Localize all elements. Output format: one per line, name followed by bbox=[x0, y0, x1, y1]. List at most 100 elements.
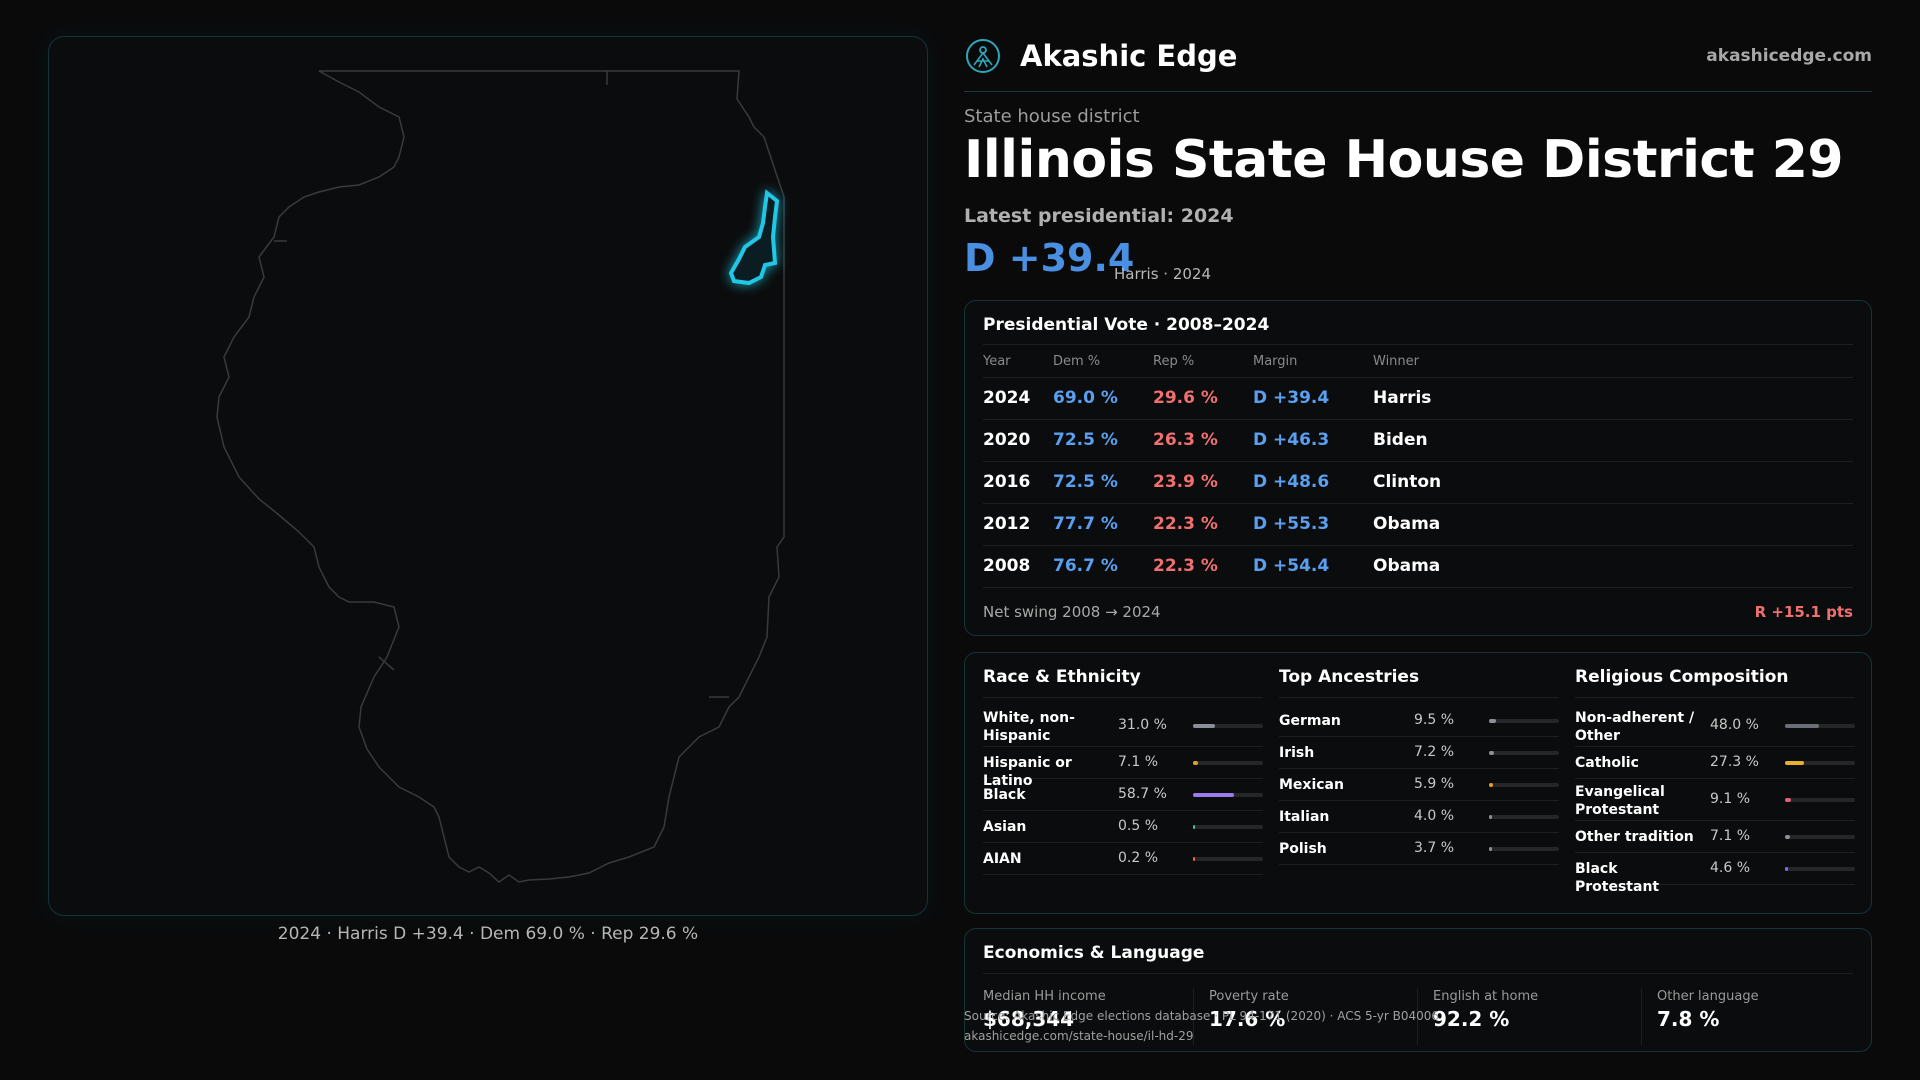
district-29-highlight[interactable] bbox=[728, 189, 780, 286]
cell-margin: D +48.6 bbox=[1253, 461, 1373, 504]
list-item: Evangelical Protestant 9.1 % bbox=[1575, 779, 1855, 821]
list-item: Irish 7.2 % bbox=[1279, 737, 1559, 769]
bar-fill bbox=[1193, 857, 1195, 861]
item-value: 27.3 % bbox=[1710, 754, 1759, 770]
item-value: 7.2 % bbox=[1414, 744, 1455, 760]
list-item: Other tradition 7.1 % bbox=[1575, 821, 1855, 853]
bar-track bbox=[1785, 724, 1855, 728]
list-item: Asian 0.5 % bbox=[983, 811, 1263, 843]
stat-value: 92.2 % bbox=[1433, 1007, 1510, 1031]
race-ethnicity-title: Race & Ethnicity bbox=[983, 667, 1141, 687]
cell-winner: Harris bbox=[1373, 377, 1853, 420]
cell-year: 2008 bbox=[983, 545, 1053, 588]
item-label: Asian bbox=[983, 819, 1027, 835]
cell-winner: Obama bbox=[1373, 545, 1853, 588]
list-item: German 9.5 % bbox=[1279, 705, 1559, 737]
net-swing-value: R +15.1 pts bbox=[1754, 603, 1853, 621]
item-label: Italian bbox=[1279, 809, 1330, 825]
item-label: AIAN bbox=[983, 851, 1022, 867]
item-value: 0.2 % bbox=[1118, 850, 1159, 866]
list-item: Non-adherent / Other 48.0 % bbox=[1575, 705, 1855, 747]
cell-year: 2024 bbox=[983, 377, 1053, 420]
divider bbox=[1575, 697, 1855, 698]
table-row: 2020 72.5 % 26.3 % D +46.3 Biden bbox=[983, 419, 1853, 462]
stat-median-income: Median HH income $68,344 bbox=[968, 989, 1178, 1045]
item-label: Black bbox=[983, 787, 1026, 803]
latest-margin-detail: Harris · 2024 bbox=[1114, 265, 1212, 283]
state-outline bbox=[216, 70, 785, 883]
item-label: Irish bbox=[1279, 745, 1315, 761]
column-header-dem: Dem % bbox=[1053, 347, 1153, 378]
bar-track bbox=[1785, 798, 1855, 802]
bar-fill bbox=[1785, 724, 1819, 728]
item-label: Evangelical Protestant bbox=[1575, 784, 1665, 818]
page-title: Illinois State House District 29 bbox=[964, 130, 1844, 190]
cell-margin: D +39.4 bbox=[1253, 377, 1373, 420]
akashic-logo-icon bbox=[966, 39, 1000, 73]
item-value: 31.0 % bbox=[1118, 717, 1167, 733]
cell-dem: 72.5 % bbox=[1053, 461, 1153, 504]
table-row: 2012 77.7 % 22.3 % D +55.3 Obama bbox=[983, 503, 1853, 546]
cell-dem: 76.7 % bbox=[1053, 545, 1153, 588]
bar-fill bbox=[1193, 825, 1195, 829]
bar-fill bbox=[1785, 867, 1788, 871]
cell-rep: 22.3 % bbox=[1153, 503, 1253, 546]
economics-language-title: Economics & Language bbox=[983, 943, 1205, 963]
column-header-margin: Margin bbox=[1253, 347, 1373, 378]
list-item: Hispanic or Latino 7.1 % bbox=[983, 747, 1263, 789]
bar-track bbox=[1489, 847, 1559, 851]
state-inner-line bbox=[378, 656, 395, 671]
bar-fill bbox=[1489, 719, 1496, 723]
item-label: Non-adherent / Other bbox=[1575, 710, 1695, 744]
divider bbox=[983, 697, 1263, 698]
map-caption: 2024 · Harris D +39.4 · Dem 69.0 % · Rep… bbox=[277, 924, 699, 944]
item-value: 7.1 % bbox=[1710, 828, 1751, 844]
list-item: Catholic 27.3 % bbox=[1575, 747, 1855, 779]
list-item: Italian 4.0 % bbox=[1279, 801, 1559, 833]
item-value: 48.0 % bbox=[1710, 717, 1759, 733]
brand-url[interactable]: akashicedge.com bbox=[1706, 46, 1872, 66]
bar-fill bbox=[1193, 761, 1198, 765]
stat-value: $68,344 bbox=[983, 1007, 1075, 1031]
bar-fill bbox=[1785, 798, 1791, 802]
cell-rep: 23.9 % bbox=[1153, 461, 1253, 504]
item-value: 58.7 % bbox=[1118, 786, 1167, 802]
brand[interactable]: Akashic Edge bbox=[964, 36, 1237, 76]
cell-year: 2020 bbox=[983, 419, 1053, 462]
item-value: 0.5 % bbox=[1118, 818, 1159, 834]
presidential-vote-table: Year Dem % Rep % Margin Winner 2024 69.0… bbox=[983, 347, 1853, 588]
demographics-card: Race & Ethnicity White, non-Hispanic 31.0… bbox=[964, 652, 1872, 914]
bar-track bbox=[1489, 719, 1559, 723]
cell-winner: Clinton bbox=[1373, 461, 1853, 504]
cell-margin: D +54.4 bbox=[1253, 545, 1373, 588]
state-map[interactable] bbox=[49, 37, 929, 917]
divider bbox=[983, 973, 1853, 974]
latest-margin: D +39.4 bbox=[964, 236, 1135, 280]
list-item: Polish 3.7 % bbox=[1279, 833, 1559, 865]
source-url[interactable]: akashicedge.com/state-house/il-hd-29 bbox=[964, 1029, 1194, 1043]
brand-name: Akashic Edge bbox=[1020, 39, 1238, 73]
bar-track bbox=[1193, 793, 1263, 797]
bar-track bbox=[1785, 835, 1855, 839]
cell-year: 2016 bbox=[983, 461, 1053, 504]
cell-dem: 72.5 % bbox=[1053, 419, 1153, 462]
item-label: Catholic bbox=[1575, 755, 1639, 771]
header-divider bbox=[964, 91, 1872, 92]
table-row: 2008 76.7 % 22.3 % D +54.4 Obama bbox=[983, 545, 1853, 588]
bar-track bbox=[1193, 724, 1263, 728]
stat-english-at-home: English at home 92.2 % bbox=[1417, 989, 1627, 1045]
bar-fill bbox=[1489, 783, 1493, 787]
item-label: White, non-Hispanic bbox=[983, 710, 1075, 744]
cell-dem: 69.0 % bbox=[1053, 377, 1153, 420]
bar-track bbox=[1193, 857, 1263, 861]
column-header-winner: Winner bbox=[1373, 347, 1853, 378]
stat-other-language: Other language 7.8 % bbox=[1641, 989, 1851, 1045]
cell-dem: 77.7 % bbox=[1053, 503, 1153, 546]
map-panel[interactable] bbox=[48, 36, 928, 916]
stat-poverty-rate: Poverty rate 17.6 % bbox=[1193, 989, 1403, 1045]
item-value: 9.1 % bbox=[1710, 791, 1751, 807]
divider bbox=[1279, 697, 1559, 698]
stat-label: English at home bbox=[1433, 989, 1539, 1004]
item-value: 9.5 % bbox=[1414, 712, 1455, 728]
bar-fill bbox=[1489, 815, 1492, 819]
